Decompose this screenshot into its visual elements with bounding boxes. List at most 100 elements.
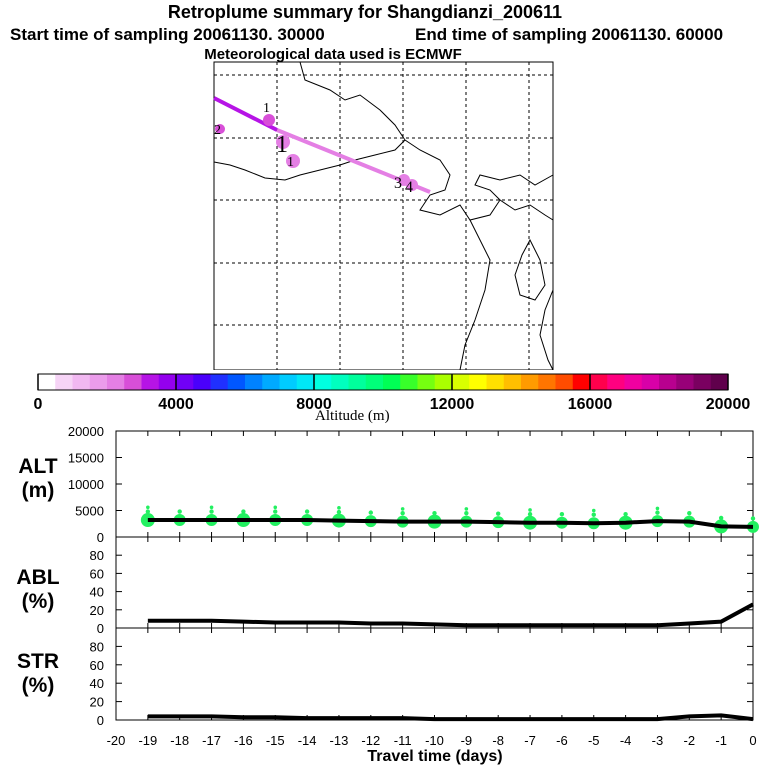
altitude-bubble <box>718 515 724 521</box>
altitude-bubble <box>273 509 278 514</box>
x-tick-label: 0 <box>749 733 756 748</box>
plume-label: 4 <box>405 179 413 196</box>
y-tick-label: 5000 <box>75 504 104 519</box>
y-tick-label: 10000 <box>68 477 104 492</box>
altitude-bubble <box>523 515 538 530</box>
colorbar-cell <box>262 374 280 390</box>
colorbar-tick-label: 12000 <box>430 396 475 413</box>
y-tick-label: 80 <box>90 639 104 654</box>
colorbar-cell <box>469 374 487 390</box>
x-tick-label: -4 <box>620 733 632 748</box>
colorbar-cell <box>693 374 712 390</box>
altitude-bubble <box>364 515 377 528</box>
y-tick-label: 15000 <box>68 451 104 466</box>
altitude-colorbar: 0 4000 8000 12000 16000 20000 <box>34 373 751 413</box>
altitude-bubble <box>205 514 218 527</box>
alt-label-line2: (m) <box>21 479 55 502</box>
x-tick-label: -11 <box>394 733 412 748</box>
colorbar-cell <box>710 374 729 390</box>
altitude-bubble <box>400 510 405 516</box>
abl-series-line <box>147 602 754 628</box>
altitude-bubble <box>177 509 182 514</box>
altitude-bubble <box>273 505 278 510</box>
altitude-bubble <box>464 510 469 516</box>
colorbar-cell <box>227 374 246 390</box>
altitude-bubble <box>368 510 373 515</box>
plume-cluster-markers: 1 1 1 2 3 4 <box>214 101 418 196</box>
colorbar-cell <box>486 374 505 390</box>
colorbar-cell <box>365 374 384 390</box>
str-label-line2: (%) <box>21 674 55 697</box>
altitude-bubble <box>304 509 310 514</box>
altitude-bubble <box>145 509 151 514</box>
y-tick-label: 60 <box>90 566 104 581</box>
colorbar-tick-label: 20000 <box>706 396 751 413</box>
str-series-line <box>147 713 754 722</box>
y-tick-label: 60 <box>90 658 104 673</box>
chart-title: Retroplume summary for Shangdianzi_20061… <box>167 2 563 22</box>
x-tick-label: -14 <box>298 733 317 748</box>
x-tick-label: -2 <box>684 733 696 748</box>
abl-label-line2: (%) <box>21 590 55 613</box>
colorbar-label: Altitude (m) <box>315 408 390 424</box>
altitude-bubble <box>492 516 505 529</box>
start-time-label: Start time of sampling 20061130. 30000 <box>10 25 325 44</box>
plume-marker <box>398 174 410 186</box>
colorbar-cell <box>55 374 73 390</box>
abl-panel-label: ABL (%) <box>10 566 66 614</box>
colorbar-tick-label: 8000 <box>296 396 332 413</box>
altitude-bubble <box>587 517 600 530</box>
colorbar-cell <box>158 374 177 390</box>
altitude-bubble <box>496 511 501 516</box>
map-frame <box>213 61 554 370</box>
altitude-bubble <box>336 509 342 515</box>
altitude-bubble <box>623 512 628 517</box>
x-tick-label: -12 <box>361 733 380 748</box>
plume-label: 2 <box>214 123 221 138</box>
x-tick-label: -7 <box>524 733 536 748</box>
plume-marker <box>263 114 275 126</box>
colorbar-tick-label: 4000 <box>158 396 194 413</box>
altitude-bubble <box>651 515 664 528</box>
colorbar-cell <box>572 374 591 390</box>
alt-series-line <box>147 518 754 529</box>
altitude-bubble <box>683 515 696 528</box>
coastline <box>213 61 554 370</box>
abl-label-line1: ABL <box>16 566 60 589</box>
colorbar-cell <box>555 374 574 390</box>
colorbar-cell <box>607 374 625 390</box>
colorbar-cell <box>503 374 522 390</box>
colorbar-cell <box>452 374 470 390</box>
altitude-bubble <box>655 506 660 511</box>
colorbar-tick-label: 16000 <box>568 396 613 413</box>
colorbar-cell <box>72 374 91 390</box>
altitude-bubble <box>140 513 155 528</box>
plume-label: 1 <box>287 155 294 170</box>
colorbar-cell <box>641 374 660 390</box>
end-time-label: End time of sampling 20061130. 60000 <box>415 25 724 44</box>
colorbar-cell <box>193 374 211 390</box>
plume-marker <box>276 135 290 149</box>
colorbar-cell <box>538 374 556 390</box>
altitude-bubble <box>460 515 473 528</box>
x-tick-label: -9 <box>461 733 473 748</box>
colorbar-cell <box>624 374 643 390</box>
colorbar-cell <box>348 374 367 390</box>
altitude-bubble <box>269 514 282 527</box>
str-label-line1: STR <box>17 650 59 673</box>
colorbar-cell <box>141 374 160 390</box>
altitude-bubble <box>400 507 405 511</box>
altitude-bubble <box>591 512 596 517</box>
colorbar-cell <box>107 374 125 390</box>
y-tick-label: 40 <box>90 585 104 600</box>
plume-marker <box>215 124 225 134</box>
plume-label: 1 <box>276 132 288 158</box>
altitude-bubble <box>559 512 565 517</box>
altitude-bubble <box>714 519 729 534</box>
x-tick-label: -5 <box>588 733 600 748</box>
plume-marker <box>406 179 418 191</box>
altitude-bubble <box>528 508 532 512</box>
colorbar-cell <box>383 374 401 390</box>
